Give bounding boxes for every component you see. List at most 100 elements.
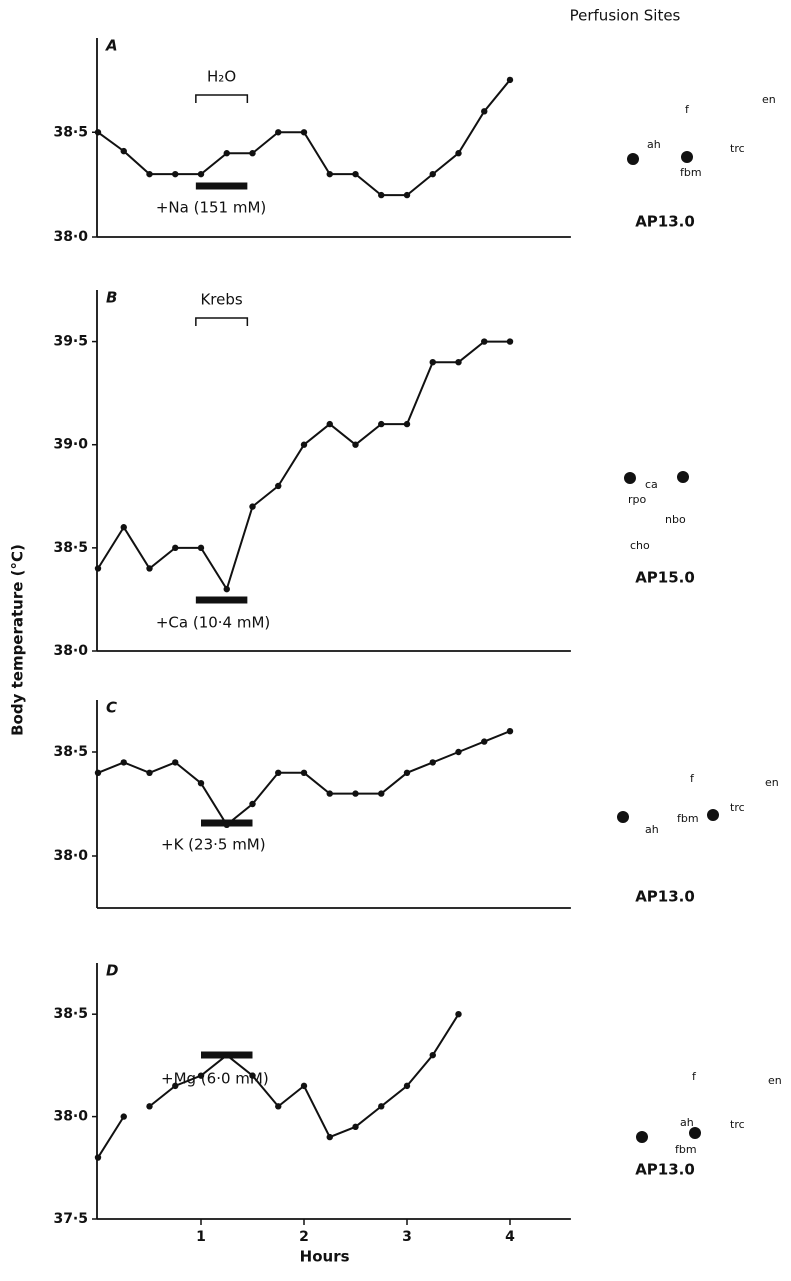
x-tick-label: 3 (402, 1229, 412, 1245)
data-line (97, 340, 510, 592)
bracket-label: Krebs (200, 291, 242, 309)
anatomy-label: f (692, 1070, 697, 1083)
y-tick-label: 38·5 (53, 744, 88, 760)
data-point (378, 1103, 385, 1110)
anatomy-label: en (768, 1074, 782, 1087)
data-point (481, 108, 488, 115)
data-point (326, 420, 333, 428)
data-point (120, 1113, 127, 1120)
anatomy-label: rpo (628, 493, 647, 506)
data-point (455, 1011, 462, 1018)
anatomy-label: cho (630, 539, 650, 552)
data-point (249, 503, 256, 510)
bracket (195, 317, 249, 326)
data-point (172, 759, 179, 766)
perfusion-site (617, 811, 629, 823)
data-point (120, 759, 127, 766)
data-point (223, 1051, 230, 1059)
data-point (223, 150, 230, 157)
data-point (146, 769, 153, 776)
treatment-label: +Na (151 mM) (156, 199, 266, 217)
perfusion-site (689, 1127, 701, 1139)
brain-section (624, 471, 689, 484)
x-tick-label: 4 (505, 1229, 515, 1245)
data-point (197, 170, 205, 178)
data-point (455, 150, 462, 157)
data-point (172, 170, 179, 178)
section-label: AP15.0 (635, 569, 695, 587)
anatomy-label: f (690, 772, 695, 785)
data-point (429, 759, 436, 766)
perfusion-site (636, 1131, 648, 1143)
data-point (94, 769, 102, 776)
data-point (403, 191, 411, 199)
anatomy-label: ah (647, 138, 661, 151)
data-point (352, 441, 359, 448)
anatomy-label: trc (730, 142, 745, 155)
data-point (506, 728, 514, 735)
y-tick-label: 38·5 (53, 124, 88, 140)
y-tick-label: 38·0 (53, 229, 88, 245)
x-axis-title: Hours (300, 1248, 350, 1266)
x-tick-label: 2 (299, 1229, 309, 1245)
x-tick-label: 1 (196, 1229, 206, 1245)
anatomy-label: trc (730, 1118, 745, 1131)
data-point (300, 769, 308, 776)
panel-label: B (106, 289, 117, 307)
data-point (481, 738, 488, 745)
data-point (197, 544, 205, 552)
y-tick-label: 38·0 (53, 643, 88, 659)
data-point (146, 1103, 153, 1110)
data-point (378, 790, 385, 797)
data-point (120, 524, 127, 531)
anatomy-label: ca (645, 478, 658, 491)
y-axis-title: Body temperature (°C) (9, 544, 27, 736)
perfusion-site (627, 153, 639, 165)
data-point (506, 338, 514, 345)
data-point (403, 1082, 411, 1090)
data-point (275, 769, 282, 776)
y-tick-label: 38·5 (53, 540, 88, 556)
data-point (275, 1103, 282, 1110)
data-point (429, 170, 436, 178)
data-point (223, 585, 230, 593)
y-tick-label: 38·0 (53, 1109, 88, 1125)
brain-section (617, 809, 719, 823)
panel-label: C (106, 699, 117, 717)
y-tick-label: 39·0 (53, 437, 88, 453)
treatment-label: +Ca (10·4 mM) (156, 614, 270, 632)
data-point (275, 129, 282, 136)
anatomy-label: f (685, 103, 690, 116)
data-point (506, 76, 514, 84)
data-point (172, 544, 179, 552)
bracket (195, 94, 249, 103)
data-point (378, 420, 385, 428)
perfusion-site (681, 151, 693, 163)
brain-section (636, 1127, 701, 1143)
section-label: AP13.0 (635, 213, 695, 231)
data-point (223, 821, 230, 828)
data-point (300, 1082, 308, 1090)
anatomy-label: fbm (677, 812, 699, 825)
data-point (429, 1051, 436, 1059)
data-point (197, 780, 205, 787)
panel-label: A (105, 37, 118, 55)
data-point (326, 1133, 333, 1141)
perfusion-site (677, 471, 689, 483)
data-point (94, 129, 102, 136)
treatment-bar (195, 182, 248, 190)
data-point (146, 170, 153, 178)
data-point (352, 170, 359, 178)
data-point (197, 1072, 205, 1079)
data-line (97, 730, 511, 827)
data-point (94, 1154, 102, 1161)
section-label: AP13.0 (635, 888, 695, 906)
bracket-label: H₂O (207, 68, 236, 86)
data-point (249, 1072, 256, 1079)
perfusion-site (707, 809, 719, 821)
anatomy-label: fbm (680, 166, 702, 179)
panel-label: D (106, 962, 118, 980)
data-point (249, 150, 256, 157)
anatomy-label: en (762, 93, 776, 106)
